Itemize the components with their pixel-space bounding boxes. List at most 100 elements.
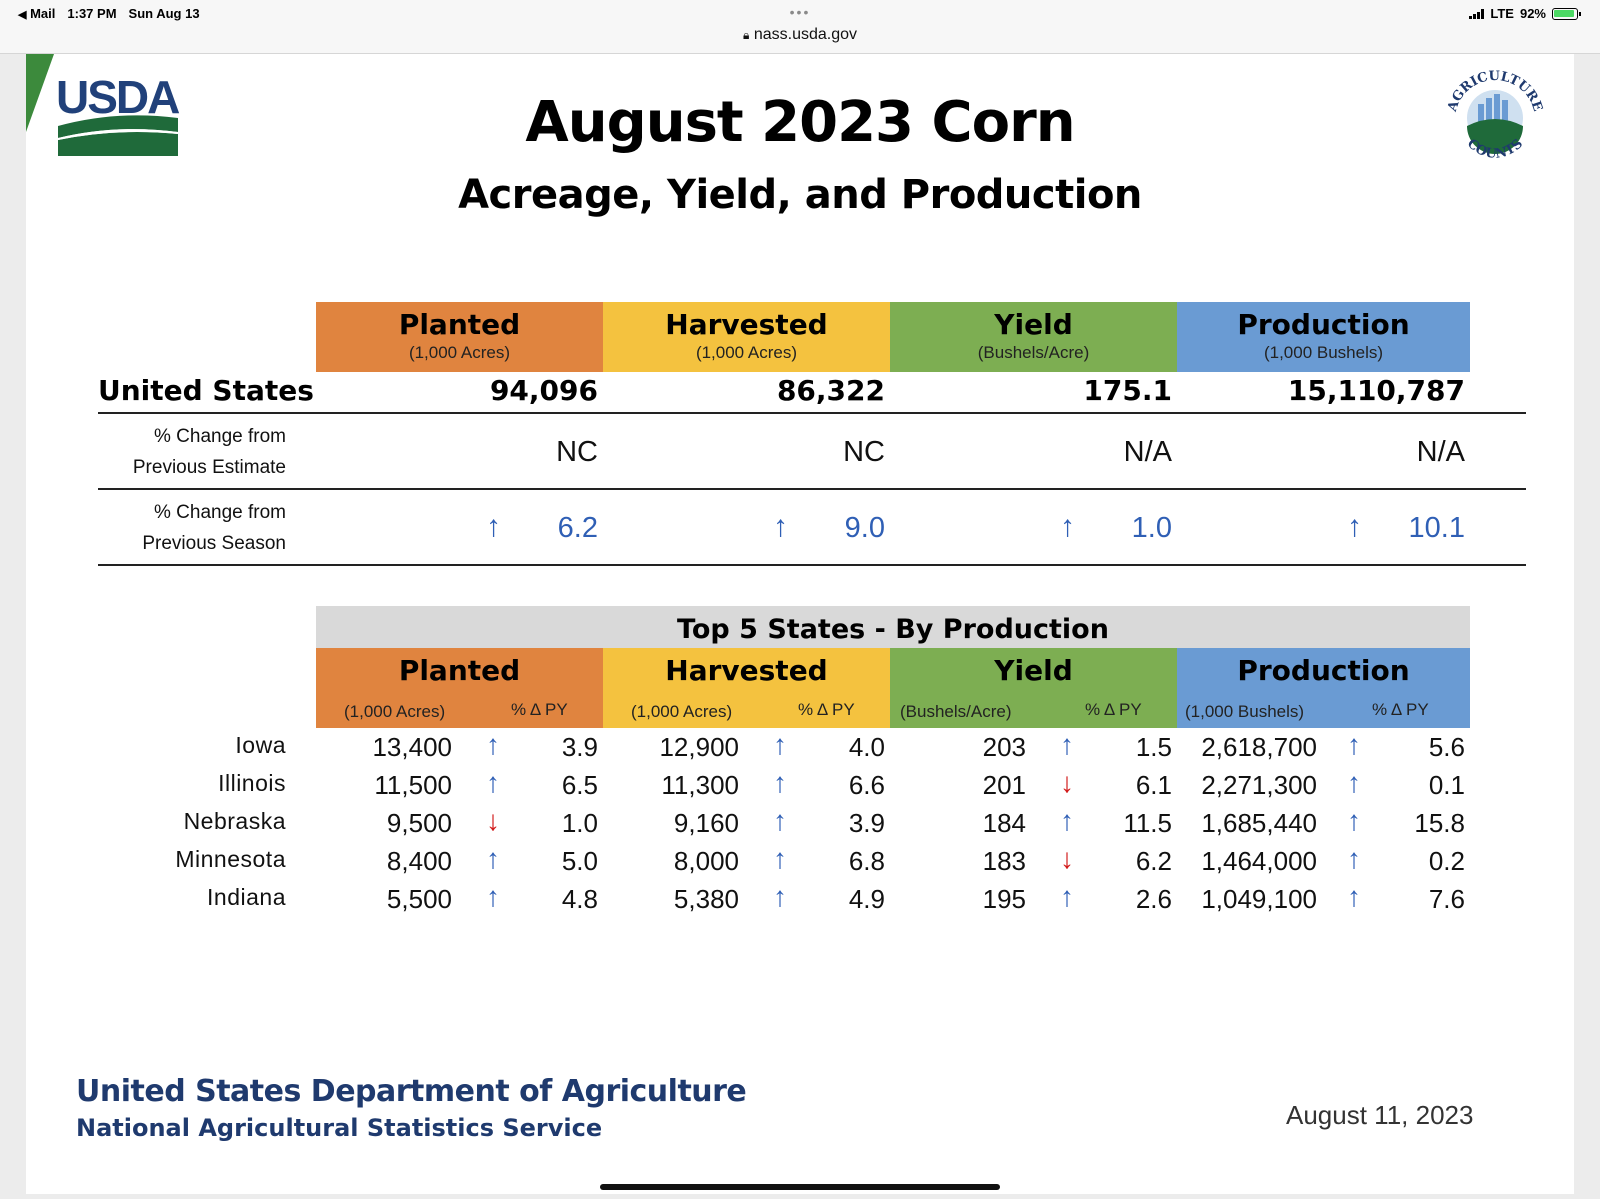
arrow-up-icon: ↑	[773, 805, 787, 836]
table-cell-planted: 13,400	[372, 732, 452, 762]
prev-season-yield: 1.0	[1131, 512, 1172, 544]
status-bar-right: LTE 92%	[1469, 6, 1581, 21]
battery-charging-icon	[1552, 7, 1581, 20]
page-title: August 2023 Corn	[525, 90, 1075, 155]
arrow-up-icon: ↑	[1347, 843, 1361, 874]
top5-header-yield-pct: % Δ PY	[1085, 700, 1142, 719]
header-harvested-unit: (1,000 Acres)	[695, 343, 798, 362]
table-cell-harvested: 5,380	[673, 884, 739, 914]
arrow-up-icon: ↑	[1347, 767, 1361, 798]
arrow-down-icon: ↓	[1060, 767, 1074, 798]
top5-header-planted: Planted (1,000 Acres) % Δ PY	[316, 648, 603, 728]
address-bar[interactable]: 🔒︎ nass.usda.gov	[0, 26, 1600, 44]
state-name: Illinois	[218, 770, 286, 796]
table-cell-production-pct: 0.1	[1428, 770, 1465, 800]
table-cell-production: 2,271,300	[1201, 770, 1317, 800]
prev-estimate-harvested: NC	[843, 436, 885, 468]
table-cell-yield: 184	[982, 808, 1026, 838]
header-production-label: Production	[1237, 308, 1410, 341]
header-yield-unit: (Bushels/Acre)	[977, 343, 1090, 362]
table-cell-yield-pct: 6.1	[1135, 770, 1172, 800]
table-cell-harvested: 8,000	[673, 846, 739, 876]
more-options-icon[interactable]: •••	[789, 4, 811, 20]
top5-header-planted-pct: % Δ PY	[511, 700, 568, 719]
table-cell-harvested-pct: 4.9	[848, 884, 885, 914]
status-bar: ◀ Mail 1:37 PM Sun Aug 13 ••• 🔒︎ nass.us…	[0, 0, 1600, 54]
usda-logo: USDA	[56, 74, 180, 158]
table-cell-harvested-pct: 3.9	[848, 808, 885, 838]
header-yield-label: Yield	[994, 308, 1073, 341]
us-row-label: United States	[98, 374, 314, 407]
footer-department: United States Department of Agriculture	[76, 1074, 747, 1109]
header-yield: Yield (Bushels/Acre)	[890, 302, 1177, 372]
arrow-up-icon: ↑	[1347, 729, 1361, 760]
arrow-up-icon: ↑	[486, 510, 501, 543]
prev-estimate-planted: NC	[556, 436, 598, 468]
table-cell-yield-pct: 1.5	[1135, 732, 1172, 762]
prev-season-planted: 6.2	[557, 512, 598, 544]
table-cell-production: 1,464,000	[1201, 846, 1317, 876]
table-cell-planted-pct: 5.0	[561, 846, 598, 876]
top5-header-harvested: Harvested (1,000 Acres) % Δ PY	[603, 648, 890, 728]
back-to-app-link[interactable]: ◀ Mail	[18, 6, 55, 21]
report-date: August 11, 2023	[1286, 1100, 1474, 1130]
table-cell-production-pct: 0.2	[1428, 846, 1465, 876]
state-name: Iowa	[235, 732, 286, 758]
page-subtitle: Acreage, Yield, and Production	[458, 172, 1142, 218]
divider	[98, 564, 1526, 566]
header-harvested-label: Harvested	[665, 308, 828, 341]
us-planted-value: 94,096	[489, 374, 598, 407]
table-cell-yield: 203	[982, 732, 1026, 762]
arrow-up-icon: ↑	[1347, 805, 1361, 836]
us-harvested-value: 86,322	[776, 374, 885, 407]
arrow-up-icon: ↑	[486, 767, 500, 798]
table-cell-yield: 195	[982, 884, 1026, 914]
state-name: Indiana	[207, 884, 286, 910]
arrow-up-icon: ↑	[1060, 510, 1075, 543]
prev-estimate-production: N/A	[1416, 436, 1465, 468]
arrow-up-icon: ↑	[1347, 881, 1361, 912]
home-indicator[interactable]	[600, 1184, 1000, 1190]
signal-icon	[1469, 8, 1485, 19]
divider	[98, 488, 1526, 490]
arrow-up-icon: ↑	[1060, 805, 1074, 836]
usda-logo-text: USDA	[56, 71, 180, 123]
prev-season-production: 10.1	[1408, 512, 1465, 544]
back-app-label: Mail	[30, 6, 56, 21]
header-planted-label: Planted	[398, 308, 521, 341]
top5-header-yield: Yield (Bushels/Acre) % Δ PY	[890, 648, 1177, 728]
table-cell-yield-pct: 6.2	[1135, 846, 1172, 876]
arrow-up-icon: ↑	[486, 843, 500, 874]
header-production-unit: (1,000 Bushels)	[1263, 343, 1384, 362]
top5-header-production: Production (1,000 Bushels) % Δ PY	[1177, 648, 1470, 728]
us-production-value: 15,110,787	[1287, 374, 1465, 407]
green-accent-bar	[26, 54, 54, 132]
back-arrow-icon: ◀	[18, 9, 27, 21]
table-cell-yield-pct: 2.6	[1135, 884, 1172, 914]
table-cell-yield: 183	[982, 846, 1026, 876]
state-name: Minnesota	[175, 846, 286, 872]
table-cell-planted-pct: 1.0	[561, 808, 598, 838]
usda-logo-graphic	[58, 115, 178, 156]
status-time: 1:37 PM	[67, 6, 117, 21]
divider	[98, 412, 1526, 414]
top5-title: Top 5 States - By Production	[316, 606, 1470, 648]
arrow-up-icon: ↑	[1060, 729, 1074, 760]
prev-estimate-yield: N/A	[1123, 436, 1172, 468]
table-cell-harvested: 9,160	[673, 808, 739, 838]
table-cell-production-pct: 7.6	[1428, 884, 1465, 914]
status-date: Sun Aug 13	[128, 6, 200, 21]
prev-estimate-label: % Change from Previous Estimate	[96, 421, 286, 483]
top5-header-production-unit: (1,000 Bushels)	[1185, 702, 1305, 721]
table-cell-planted-pct: 4.8	[561, 884, 598, 914]
table-cell-planted: 11,500	[374, 770, 452, 800]
slide: USDA AGRICULTURE COUNTS August 2023 Corn…	[26, 54, 1574, 1194]
table-cell-production: 1,049,100	[1201, 884, 1317, 914]
prev-season-harvested: 9.0	[844, 512, 885, 544]
arrow-up-icon: ↑	[773, 767, 787, 798]
arrow-up-icon: ↑	[773, 510, 788, 543]
top5-header-planted-label: Planted	[398, 654, 521, 687]
table-cell-planted: 5,500	[386, 884, 452, 914]
prev-season-label-line2: Previous Season	[142, 533, 286, 554]
arrow-up-icon: ↑	[486, 881, 500, 912]
